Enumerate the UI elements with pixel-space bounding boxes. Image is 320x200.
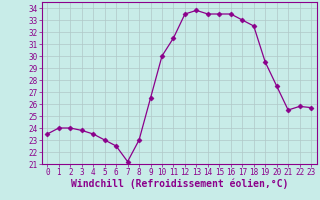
X-axis label: Windchill (Refroidissement éolien,°C): Windchill (Refroidissement éolien,°C)	[70, 179, 288, 189]
